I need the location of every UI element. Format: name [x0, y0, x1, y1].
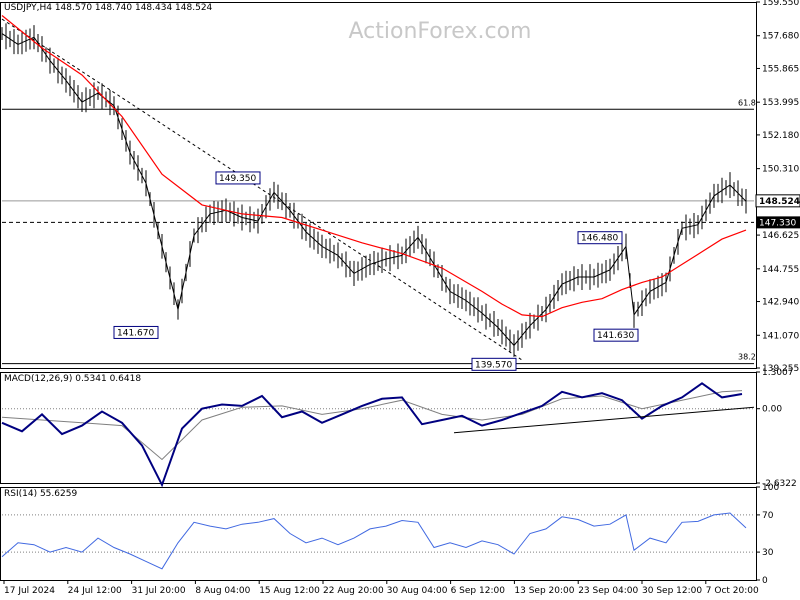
rsi-tick-label: 70 [762, 511, 774, 521]
price-bars [1, 23, 747, 357]
fib-label: 61.8 [738, 98, 756, 107]
current-price-label: 148.524 [759, 197, 800, 207]
x-tick-label: 8 Aug 04:00 [195, 586, 250, 596]
price-tick-label: 142.940 [762, 298, 799, 308]
price-panel-title: USDJPY,H4 148.570 148.740 148.434 148.52… [4, 3, 213, 13]
annotation-box [577, 231, 623, 245]
x-tick-label: 24 Jul 12:00 [68, 586, 122, 596]
current-price-box [755, 194, 800, 208]
x-tick-label: 13 Sep 20:00 [514, 586, 574, 596]
macd-tick-label: 0.00 [762, 405, 782, 415]
annotation-label: 141.630 [597, 331, 634, 341]
x-tick-label: 6 Sep 12:00 [451, 586, 506, 596]
price-tick-label: 155.865 [762, 64, 799, 74]
support-label: 147.330 [759, 218, 796, 228]
x-tick-label: 23 Sep 04:00 [578, 586, 638, 596]
macd-line [1, 382, 743, 488]
macd-tick-label: -2.6322 [762, 479, 797, 489]
annotation-label: 146.480 [581, 234, 618, 244]
watermark-text: ActionForex.com [349, 19, 532, 44]
x-tick-label: 17 Jul 2024 [4, 586, 55, 596]
x-tick-label: 30 Aug 04:00 [387, 586, 448, 596]
panel-frame-0 [0, 2, 757, 369]
support-label-box [756, 216, 800, 229]
annotation-box [593, 328, 639, 342]
panel-frame-2 [0, 487, 757, 581]
annotation-label: 139.570 [475, 360, 512, 370]
macd-panel-title: MACD(12,26,9) 0.5341 0.6418 [4, 374, 142, 384]
annotation-box [113, 325, 159, 339]
macd-tick-label: 1.3007 [762, 368, 794, 378]
price-tick-label: 153.995 [762, 98, 799, 108]
annotation-box [215, 171, 261, 185]
annotation-box [471, 357, 517, 371]
price-trendline [1, 18, 523, 361]
x-tick-label: 22 Aug 20:00 [323, 586, 384, 596]
rsi-panel-title: RSI(14) 55.6259 [4, 489, 78, 499]
price-tick-label: 157.680 [762, 32, 799, 42]
rsi-tick-label: 30 [762, 548, 774, 558]
panel-frame-1 [0, 372, 757, 484]
macd-signal-line [1, 390, 743, 461]
x-tick-label: 7 Oct 20:00 [706, 586, 759, 596]
annotation-label: 141.670 [117, 328, 154, 338]
rsi-tick-label: 0 [762, 576, 768, 586]
x-tick-label: 31 Jul 20:00 [132, 586, 186, 596]
x-tick-label: 15 Aug 12:00 [259, 586, 320, 596]
moving-average-line [1, 15, 747, 318]
x-tick-label: 30 Sep 12:00 [642, 586, 702, 596]
price-tick-label: 144.755 [762, 265, 799, 275]
price-tick-label: 139.255 [762, 364, 799, 374]
rsi-line [1, 512, 747, 570]
rsi-tick-label: 100 [762, 483, 779, 493]
price-tick-label: 159.550 [762, 0, 799, 8]
price-tick-label: 150.310 [762, 165, 799, 175]
price-line [1, 33, 747, 347]
price-tick-label: 141.070 [762, 331, 799, 341]
price-tick-label: 146.625 [762, 231, 799, 241]
fib-label: 38.2 [738, 353, 756, 362]
price-tick-label: 152.180 [762, 131, 799, 141]
annotation-label: 149.350 [219, 174, 256, 184]
macd-trendline [453, 406, 755, 434]
